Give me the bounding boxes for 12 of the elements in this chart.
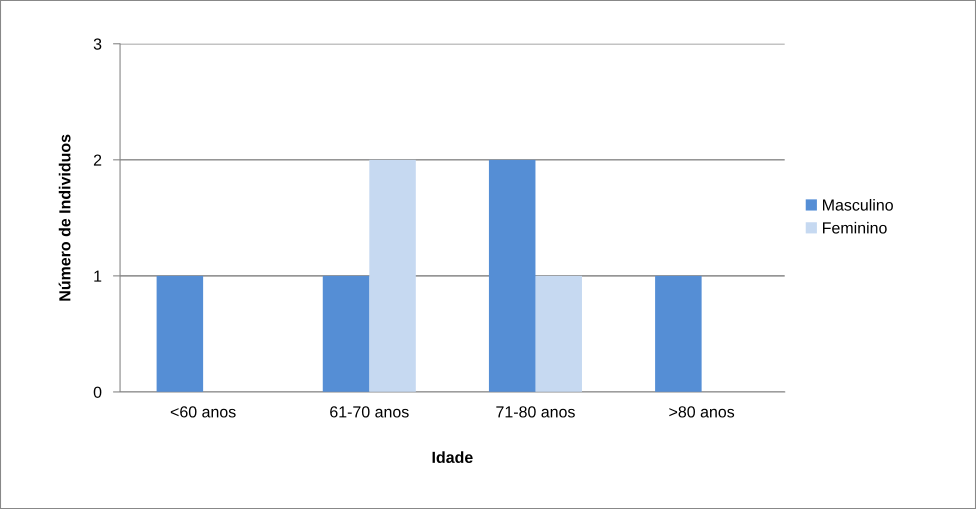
x-tick-label: 61-70 anos (330, 406, 409, 418)
x-tick-label: >80 anos (669, 406, 734, 418)
x-tick-label: 71-80 anos (496, 406, 575, 418)
x-axis-title: Idade (432, 451, 473, 463)
y-tick-label: 0 (94, 386, 102, 398)
y-axis-title: Número de Individuos (58, 134, 71, 301)
legend-label: Feminino (823, 222, 887, 234)
y-tick-label: 1 (94, 270, 102, 282)
x-tick-label: <60 anos (170, 406, 236, 418)
y-tick-label: 2 (94, 154, 102, 166)
y-tick-label: 3 (94, 38, 102, 50)
legend-label: Masculino (823, 198, 893, 211)
